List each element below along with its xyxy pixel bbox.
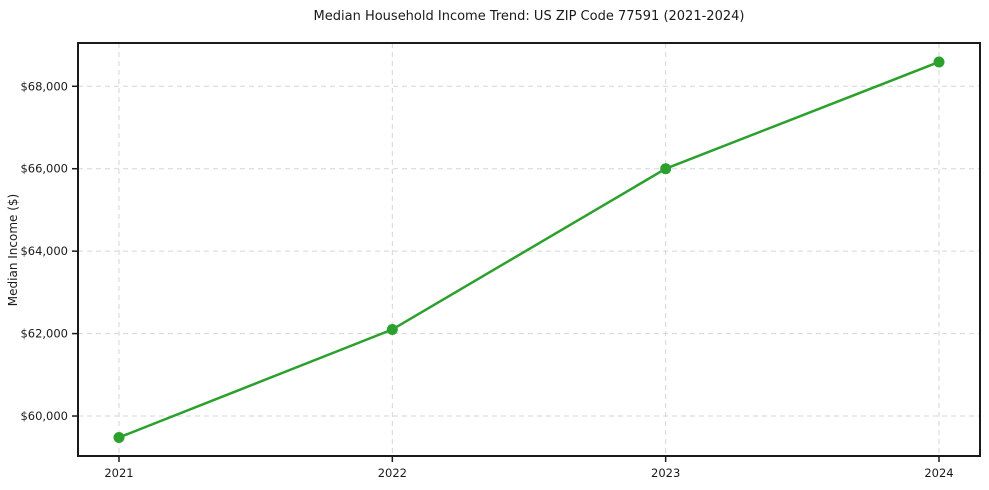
x-tick-label: 2024 xyxy=(924,466,953,480)
data-point-marker xyxy=(386,323,398,335)
y-tick-label: $60,000 xyxy=(20,409,68,423)
data-point-marker xyxy=(933,56,945,68)
y-tick-label: $68,000 xyxy=(20,79,68,93)
chart-title: Median Household Income Trend: US ZIP Co… xyxy=(313,9,745,24)
y-tick-label: $62,000 xyxy=(20,327,68,341)
x-tick-label: 2022 xyxy=(378,466,407,480)
y-tick-label: $66,000 xyxy=(20,162,68,176)
trend-line xyxy=(118,60,940,439)
data-point-marker xyxy=(113,431,125,443)
data-point-marker xyxy=(660,163,672,175)
x-tick-label: 2023 xyxy=(651,466,680,480)
x-tick-label: 2021 xyxy=(104,466,133,480)
plot-border xyxy=(77,42,981,457)
y-tick-label: $64,000 xyxy=(20,244,68,258)
